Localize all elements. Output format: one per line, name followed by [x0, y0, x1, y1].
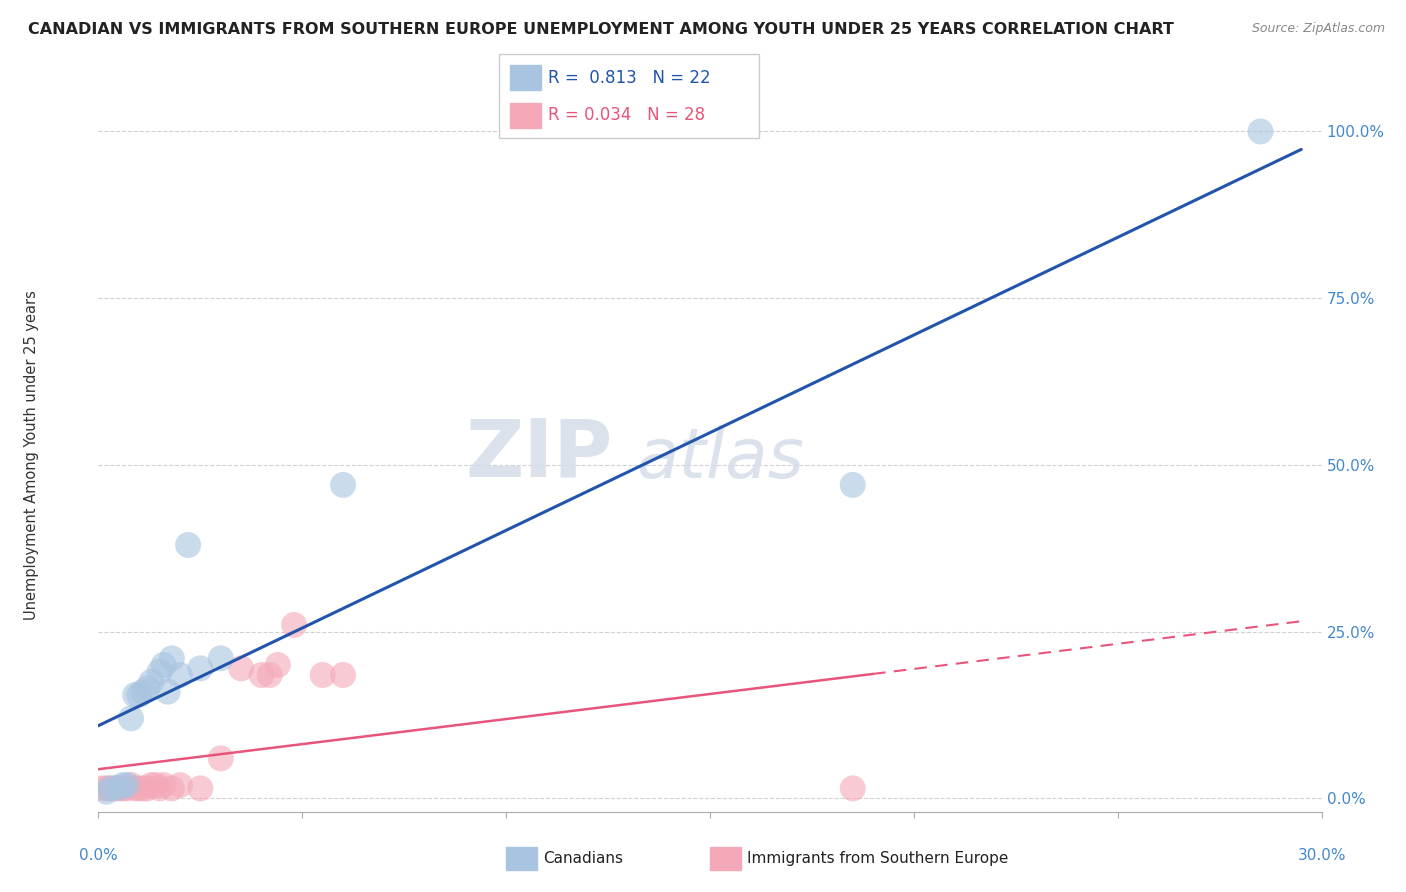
- Point: [152, 778, 174, 792]
- Point: [152, 658, 174, 673]
- Point: [124, 781, 146, 796]
- Point: [250, 668, 273, 682]
- Point: [209, 751, 232, 765]
- Point: [124, 688, 146, 702]
- Point: [160, 651, 183, 665]
- Point: [108, 781, 131, 796]
- Point: [141, 778, 163, 792]
- Point: [149, 665, 172, 679]
- Text: 30.0%: 30.0%: [1298, 848, 1346, 863]
- Point: [115, 781, 138, 796]
- Point: [111, 781, 134, 796]
- Point: [169, 778, 191, 792]
- Point: [259, 668, 281, 682]
- Text: Source: ZipAtlas.com: Source: ZipAtlas.com: [1251, 22, 1385, 36]
- Point: [332, 478, 354, 492]
- Point: [141, 674, 163, 689]
- Point: [156, 684, 179, 698]
- Point: [188, 661, 212, 675]
- Point: [100, 781, 122, 796]
- Text: Unemployment Among Youth under 25 years: Unemployment Among Youth under 25 years: [24, 290, 38, 620]
- Point: [104, 781, 127, 796]
- Point: [136, 681, 159, 696]
- Point: [128, 688, 150, 702]
- Point: [111, 778, 134, 792]
- Text: Immigrants from Southern Europe: Immigrants from Southern Europe: [747, 851, 1008, 866]
- Text: 0.0%: 0.0%: [79, 848, 118, 863]
- Point: [120, 711, 142, 725]
- Text: CANADIAN VS IMMIGRANTS FROM SOUTHERN EUROPE UNEMPLOYMENT AMONG YOUTH UNDER 25 YE: CANADIAN VS IMMIGRANTS FROM SOUTHERN EUR…: [28, 22, 1174, 37]
- Text: atlas: atlas: [637, 425, 804, 492]
- Text: ZIP: ZIP: [465, 416, 612, 494]
- Point: [132, 781, 155, 796]
- Text: R =  0.813   N = 22: R = 0.813 N = 22: [548, 69, 711, 87]
- Point: [312, 668, 335, 682]
- Point: [115, 778, 138, 792]
- Point: [128, 781, 150, 796]
- Point: [160, 781, 183, 796]
- Point: [91, 781, 114, 796]
- Text: R = 0.034   N = 28: R = 0.034 N = 28: [548, 106, 706, 124]
- Point: [149, 781, 172, 796]
- Point: [108, 780, 131, 795]
- Point: [332, 668, 354, 682]
- Point: [96, 781, 118, 796]
- Point: [267, 658, 290, 673]
- Point: [132, 684, 155, 698]
- Point: [100, 781, 122, 796]
- Point: [231, 661, 253, 675]
- Point: [188, 781, 212, 796]
- Point: [209, 651, 232, 665]
- Point: [841, 781, 863, 796]
- Point: [169, 668, 191, 682]
- Point: [283, 618, 305, 632]
- Point: [96, 785, 118, 799]
- Point: [145, 778, 167, 792]
- Point: [177, 538, 200, 552]
- Point: [136, 781, 159, 796]
- Text: Canadians: Canadians: [543, 851, 623, 866]
- Point: [120, 778, 142, 792]
- Point: [1249, 124, 1271, 138]
- Point: [841, 478, 863, 492]
